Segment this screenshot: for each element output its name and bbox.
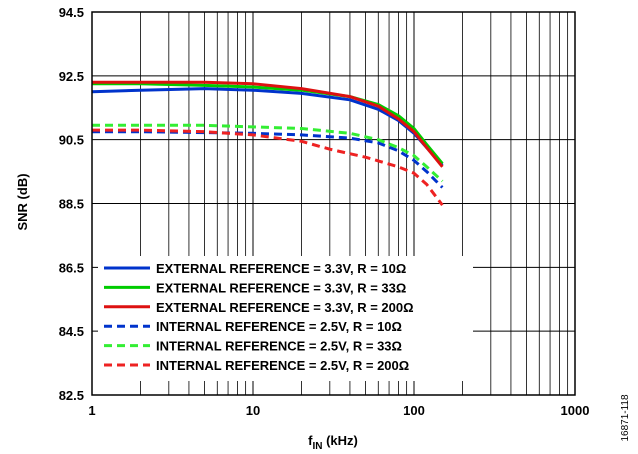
x-axis-label-main: f — [308, 433, 313, 448]
legend-entry-label: INTERNAL REFERENCE = 2.5V, R = 200Ω — [156, 358, 409, 373]
y-tick-label: 92.5 — [59, 69, 84, 84]
y-axis-label: SNR (dB) — [15, 173, 30, 230]
x-tick-label: 100 — [403, 403, 425, 418]
y-tick-label: 82.5 — [59, 388, 84, 403]
legend-entry-label: EXTERNAL REFERENCE = 3.3V, R = 10Ω — [156, 261, 406, 276]
series-line-3 — [92, 80, 444, 168]
figure-id-label: 16871-118 — [620, 394, 631, 442]
y-tick-label: 94.5 — [59, 5, 84, 20]
legend-background — [98, 256, 473, 381]
x-axis-label-subscript: IN — [312, 441, 322, 452]
x-tick-label: 10 — [246, 403, 260, 418]
series-group — [91, 80, 444, 207]
x-axis-label-unit: (kHz) — [322, 433, 357, 448]
x-axis-label: fIN (kHz) — [308, 433, 358, 452]
x-tick-labels: 1 10 100 1000 — [88, 403, 589, 418]
y-tick-label: 84.5 — [59, 324, 84, 339]
y-tick-label: 86.5 — [59, 260, 84, 275]
legend-entry-label: INTERNAL REFERENCE = 2.5V, R = 10Ω — [156, 319, 402, 334]
legend: EXTERNAL REFERENCE = 3.3V, R = 10Ω EXTERN… — [98, 256, 473, 381]
series-line-5 — [92, 123, 444, 183]
plot-frame — [91, 11, 576, 396]
legend-entry-label: EXTERNAL REFERENCE = 3.3V, R = 200Ω — [156, 300, 414, 315]
y-tick-labels: 82.5 84.5 86.5 88.5 90.5 92.5 94.5 — [59, 5, 84, 403]
legend-entry-label: INTERNAL REFERENCE = 2.5V, R = 33Ω — [156, 339, 402, 354]
legend-entry-label: EXTERNAL REFERENCE = 3.3V, R = 33Ω — [156, 280, 406, 295]
y-tick-label: 90.5 — [59, 133, 84, 148]
series-line-6 — [92, 128, 444, 207]
y-tick-label: 88.5 — [59, 197, 84, 212]
x-tick-label: 1 — [88, 403, 95, 418]
x-tick-label: 1000 — [561, 403, 590, 418]
